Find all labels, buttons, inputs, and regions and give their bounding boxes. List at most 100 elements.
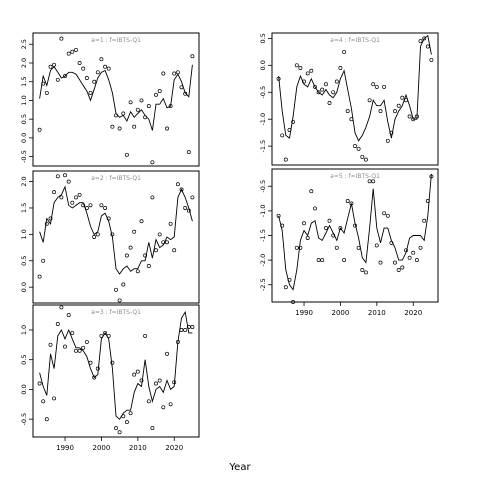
- observed-point: [338, 66, 343, 70]
- observed-point: [84, 206, 89, 210]
- observed-point: [88, 360, 93, 365]
- observed-point: [150, 426, 155, 431]
- observed-point: [411, 117, 416, 122]
- observed-point: [418, 245, 423, 250]
- observed-point: [128, 245, 133, 250]
- observed-point: [128, 100, 133, 105]
- observed-point: [114, 426, 118, 431]
- y-tick-label: -1.5: [259, 229, 267, 242]
- observed-point: [414, 258, 419, 263]
- observed-point: [342, 49, 347, 54]
- observed-point: [183, 328, 188, 332]
- observed-point: [172, 380, 177, 385]
- observed-point: [429, 57, 434, 62]
- observed-point: [81, 345, 86, 350]
- observed-point: [84, 339, 89, 344]
- observed-point: [309, 189, 314, 194]
- y-tick-label: 0.0: [20, 133, 28, 143]
- y-tick-label: 0.5: [20, 114, 28, 124]
- observed-point: [382, 211, 387, 216]
- observed-point: [70, 200, 75, 205]
- observed-point: [88, 203, 93, 208]
- y-tick-label: -2.0: [259, 254, 267, 267]
- observed-point: [150, 160, 155, 165]
- observed-point: [139, 98, 144, 103]
- y-tick-label: -1.0: [259, 113, 267, 126]
- observed-point: [425, 199, 430, 203]
- x-tick-label: 1990: [295, 309, 313, 317]
- observed-point: [190, 325, 195, 329]
- observed-point: [95, 70, 100, 75]
- observed-point: [59, 195, 64, 200]
- observed-point: [411, 250, 416, 255]
- observed-point: [334, 79, 339, 84]
- observed-point: [63, 173, 67, 178]
- observed-point: [66, 51, 71, 56]
- fitted-line: [39, 185, 193, 275]
- observed-point: [356, 245, 361, 250]
- observed-point: [146, 104, 151, 109]
- observed-point: [327, 218, 332, 223]
- observed-point: [99, 203, 104, 208]
- panel-title: a=4 : f=IBTS-Q1: [330, 37, 380, 44]
- y-tick-label: 2.0: [20, 176, 28, 186]
- observed-point: [103, 330, 108, 335]
- observed-point: [52, 396, 57, 401]
- observed-point: [360, 268, 365, 272]
- y-tick-label: -2.5: [259, 278, 267, 291]
- observed-point: [132, 229, 137, 234]
- y-tick-label: 1.5: [20, 77, 28, 87]
- observed-point: [95, 366, 100, 371]
- observed-point: [175, 70, 180, 75]
- panel-4: a=4 : f=IBTS-Q1 -1.5 -1.0 -0.5 0.0 0.5: [259, 32, 439, 166]
- observed-point: [396, 268, 401, 272]
- observed-point: [77, 348, 82, 353]
- panel-frame: [32, 32, 200, 167]
- observed-point: [59, 36, 64, 41]
- observed-point: [425, 44, 430, 49]
- observed-point: [66, 179, 71, 184]
- panel-frame: [32, 304, 200, 438]
- x-tick-label: 2010: [368, 309, 386, 317]
- observed-point: [342, 258, 347, 263]
- y-tick-label: 1.5: [20, 203, 28, 213]
- panel-title: a=1 : f=IBTS-Q1: [91, 37, 141, 44]
- observed-point: [128, 411, 133, 416]
- x-axis-label: Year: [228, 462, 251, 473]
- y-tick-label: 0.0: [259, 60, 267, 70]
- observed-point: [63, 74, 67, 79]
- y-tick-label: -1.5: [259, 140, 267, 153]
- panel-title: a=5 : f=IBTS-Q1: [330, 173, 380, 180]
- observed-point: [168, 221, 173, 226]
- observed-point: [88, 90, 93, 95]
- observed-point: [121, 111, 126, 116]
- observed-point: [302, 221, 306, 226]
- x-tick-label: 1990: [56, 444, 74, 452]
- observed-point: [385, 138, 390, 143]
- observed-point: [276, 213, 281, 218]
- observed-point: [183, 91, 188, 96]
- observed-point: [338, 226, 343, 231]
- y-tick-label: 0.5: [20, 355, 28, 365]
- observed-point: [81, 66, 86, 71]
- observed-point: [400, 265, 405, 270]
- y-tick-label: 1.0: [20, 229, 28, 239]
- observed-point: [74, 348, 78, 353]
- observed-point: [305, 71, 310, 76]
- observed-point: [103, 64, 108, 69]
- observed-point: [327, 101, 332, 105]
- observed-point: [48, 342, 53, 347]
- observed-point: [407, 114, 412, 119]
- observed-point: [99, 333, 104, 338]
- panel-3: a=3 : f=IBTS-Q1 -0.5 0.0 0.5 1.0 1990 2000 2010…: [20, 304, 200, 452]
- y-tick-label: 0.5: [20, 256, 28, 266]
- observed-point: [44, 221, 49, 226]
- y-tick-label: -1.0: [259, 205, 267, 218]
- observed-point: [186, 325, 191, 329]
- observed-point: [55, 322, 60, 326]
- observed-point: [81, 203, 86, 208]
- observed-point: [124, 253, 129, 258]
- y-tick-label: 0.5: [259, 33, 267, 43]
- observed-point: [41, 258, 46, 263]
- observed-point: [302, 79, 306, 84]
